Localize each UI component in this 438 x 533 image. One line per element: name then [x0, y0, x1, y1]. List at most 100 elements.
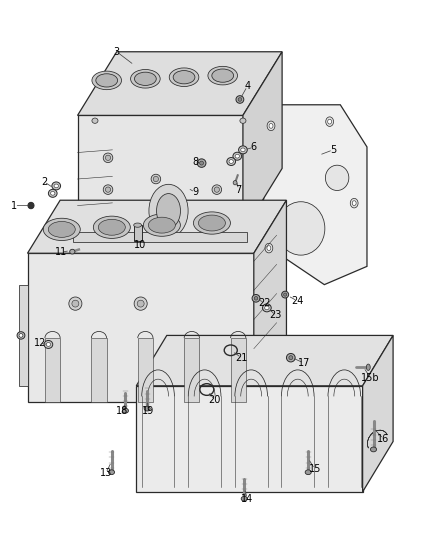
Ellipse shape: [54, 184, 58, 188]
Polygon shape: [184, 338, 199, 402]
Text: 22: 22: [258, 297, 271, 308]
Ellipse shape: [96, 74, 117, 87]
Polygon shape: [78, 115, 243, 232]
Ellipse shape: [151, 174, 161, 184]
Text: 13: 13: [100, 469, 112, 478]
Ellipse shape: [148, 217, 175, 233]
Ellipse shape: [208, 66, 237, 85]
Ellipse shape: [371, 447, 377, 452]
Ellipse shape: [200, 161, 204, 165]
Text: 15b: 15b: [361, 373, 380, 383]
Ellipse shape: [236, 95, 244, 103]
Polygon shape: [78, 52, 282, 115]
Ellipse shape: [144, 406, 150, 411]
Ellipse shape: [103, 153, 113, 163]
Text: 3: 3: [113, 47, 120, 56]
Text: 11: 11: [55, 247, 67, 257]
Ellipse shape: [289, 356, 293, 360]
Ellipse shape: [366, 364, 370, 370]
Ellipse shape: [99, 219, 125, 235]
Ellipse shape: [241, 496, 247, 501]
Ellipse shape: [156, 193, 180, 228]
Text: 7: 7: [236, 184, 242, 195]
Ellipse shape: [44, 341, 53, 349]
Ellipse shape: [153, 176, 159, 182]
Ellipse shape: [92, 71, 121, 90]
Ellipse shape: [143, 214, 180, 236]
Polygon shape: [73, 232, 247, 241]
Ellipse shape: [229, 160, 233, 164]
Ellipse shape: [286, 353, 295, 362]
Ellipse shape: [328, 119, 332, 124]
Text: 5: 5: [330, 145, 336, 155]
Text: 10: 10: [134, 240, 146, 251]
Ellipse shape: [109, 470, 115, 474]
Ellipse shape: [173, 70, 195, 84]
Polygon shape: [92, 338, 106, 402]
Text: 6: 6: [251, 142, 257, 152]
Polygon shape: [28, 200, 286, 253]
Ellipse shape: [238, 98, 242, 101]
Ellipse shape: [212, 185, 222, 195]
Ellipse shape: [93, 216, 131, 238]
Ellipse shape: [103, 185, 113, 195]
Ellipse shape: [106, 155, 111, 160]
Text: 8: 8: [192, 157, 198, 166]
Ellipse shape: [254, 296, 258, 300]
Ellipse shape: [269, 124, 273, 128]
Ellipse shape: [233, 152, 242, 160]
Ellipse shape: [252, 295, 260, 302]
Text: 9: 9: [192, 187, 198, 197]
Polygon shape: [243, 52, 282, 232]
Ellipse shape: [326, 117, 334, 126]
Ellipse shape: [233, 181, 237, 185]
Polygon shape: [45, 338, 60, 402]
Ellipse shape: [134, 297, 147, 310]
Ellipse shape: [262, 304, 271, 312]
Polygon shape: [28, 253, 254, 402]
Ellipse shape: [131, 69, 160, 88]
Ellipse shape: [17, 332, 25, 339]
Ellipse shape: [106, 187, 111, 192]
Ellipse shape: [92, 118, 98, 123]
Ellipse shape: [305, 470, 311, 474]
Ellipse shape: [69, 297, 82, 310]
Ellipse shape: [277, 201, 325, 255]
Text: 2: 2: [41, 176, 47, 187]
Ellipse shape: [149, 184, 188, 237]
Text: 21: 21: [236, 353, 248, 362]
Text: 20: 20: [208, 395, 221, 405]
Ellipse shape: [239, 146, 247, 154]
Ellipse shape: [70, 249, 75, 254]
Polygon shape: [363, 335, 393, 492]
Ellipse shape: [282, 291, 289, 298]
Ellipse shape: [137, 300, 144, 307]
Polygon shape: [254, 200, 286, 402]
Ellipse shape: [48, 221, 75, 237]
Ellipse shape: [194, 212, 230, 234]
Polygon shape: [136, 335, 393, 386]
Ellipse shape: [52, 182, 60, 190]
Text: 16: 16: [378, 434, 390, 444]
Text: 4: 4: [244, 81, 251, 91]
Polygon shape: [138, 338, 153, 402]
Ellipse shape: [227, 158, 236, 165]
Text: 24: 24: [291, 296, 304, 306]
Ellipse shape: [283, 293, 287, 296]
Ellipse shape: [235, 155, 240, 158]
Ellipse shape: [50, 191, 55, 195]
Ellipse shape: [28, 203, 34, 209]
Ellipse shape: [267, 246, 271, 251]
Ellipse shape: [19, 334, 23, 337]
Ellipse shape: [265, 306, 269, 310]
Ellipse shape: [169, 68, 199, 86]
Text: 14: 14: [241, 494, 254, 504]
Polygon shape: [230, 338, 246, 402]
Ellipse shape: [198, 215, 226, 231]
Ellipse shape: [46, 343, 50, 346]
Ellipse shape: [214, 187, 219, 192]
Text: 23: 23: [269, 310, 282, 320]
Ellipse shape: [325, 165, 349, 190]
Ellipse shape: [134, 72, 156, 85]
Text: 18: 18: [116, 406, 128, 416]
